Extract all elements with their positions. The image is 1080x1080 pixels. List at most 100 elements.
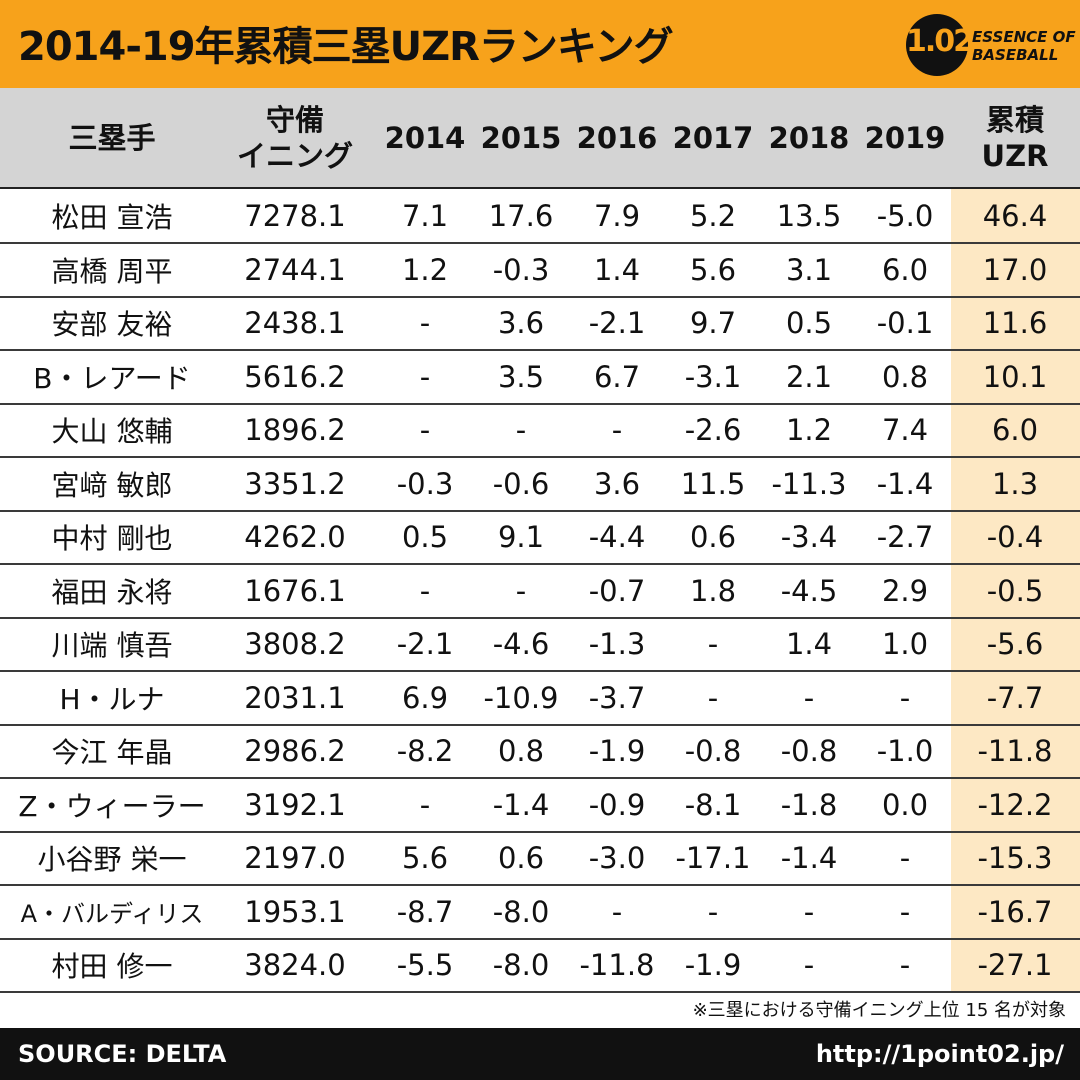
footnote: ※三塁における守備イニング上位 15 名が対象 [692,1000,1066,1021]
uzr-year-cell: -0.1 [876,305,934,340]
uzr-year-cell: 2.1 [785,359,833,394]
uzr-year-cell: - [803,947,815,982]
uzr-year-cell: - [899,894,911,929]
table-header-row: 三塁手 守備 イニング 2014 2015 2016 2017 2018 2019 累積 UZR [0,88,1080,189]
column-header-line1: 2015 [480,120,562,155]
uzr-year-cell: 6.9 [401,680,449,715]
table-row: 川端 慎吾 3808.2 -2.1 -4.6 -1.3 - 1.4 1.0 -5.6 [0,617,1080,672]
column-header-line1: 2014 [384,120,466,155]
uzr-year-cell: 7.1 [401,198,449,233]
uzr-year-cell: 0.6 [497,840,545,875]
uzr-year-cell: - [515,573,527,608]
uzr-year-cell: - [707,680,719,715]
uzr-year-cell: -5.0 [876,198,934,233]
player-name-cell: H・ルナ [59,682,165,716]
uzr-year-cell: -8.0 [492,947,550,982]
uzr-year-cell: -1.3 [588,626,646,661]
uzr-year-cell: 3.6 [497,305,545,340]
table-row: 村田 修一 3824.0 -5.5 -8.0 -11.8 -1.9 - - -27.1 [0,938,1080,993]
cumulative-uzr-cell: -15.3 [977,840,1053,875]
uzr-year-cell: -8.0 [492,894,550,929]
uzr-year-cell: -2.6 [684,412,742,447]
uzr-year-cell: -0.9 [588,787,646,822]
column-header-line2: UZR [981,138,1049,173]
column-header-line1: 2018 [768,120,850,155]
table-row: 大山 悠輔 1896.2 - - - -2.6 1.2 7.4 6.0 [0,403,1080,458]
player-name-cell: 中村 剛也 [51,521,173,555]
player-name-cell: 高橋 周平 [51,254,173,288]
table-row: H・ルナ 2031.1 6.9 -10.9 -3.7 - - - -7.7 [0,671,1080,726]
player-name-cell: B・レアード [33,361,191,395]
uzr-year-cell: -2.1 [396,626,454,661]
logo-number: 1.02 [906,24,974,59]
uzr-year-cell: 9.1 [497,519,545,554]
innings-cell: 3824.0 [244,947,346,982]
innings-cell: 3192.1 [244,787,346,822]
uzr-year-cell: - [515,412,527,447]
table-row: B・レアード 5616.2 - 3.5 6.7 -3.1 2.1 0.8 10.1 [0,350,1080,405]
uzr-year-cell: 7.4 [881,412,929,447]
column-header-line1: 累積 [985,102,1044,137]
table-row: 福田 永将 1676.1 - - -0.7 1.8 -4.5 2.9 -0.5 [0,564,1080,619]
uzr-year-cell: -10.9 [483,680,559,715]
uzr-year-cell: - [611,412,623,447]
uzr-year-cell: - [899,840,911,875]
uzr-year-cell: -1.0 [876,733,934,768]
uzr-year-cell: 5.6 [689,252,737,287]
uzr-year-cell: -0.3 [492,252,550,287]
table-row: 安部 友裕 2438.1 - 3.6 -2.1 9.7 0.5 -0.1 11.6 [0,296,1080,351]
cumulative-uzr-cell: -16.7 [977,894,1053,929]
cumulative-uzr-cell: 11.6 [982,305,1048,340]
uzr-year-cell: 3.5 [497,359,545,394]
uzr-year-cell: -1.8 [780,787,838,822]
uzr-year-cell: - [419,573,431,608]
table-row: 今江 年晶 2986.2 -8.2 0.8 -1.9 -0.8 -0.8 -1.0 -11.8 [0,724,1080,779]
baseball-icon [906,14,968,76]
innings-cell: 5616.2 [244,359,346,394]
source-label: SOURCE: DELTA [18,1040,227,1068]
uzr-year-cell: 7.9 [593,198,641,233]
player-name-cell: 大山 悠輔 [51,414,173,448]
uzr-year-cell: -4.5 [780,573,838,608]
innings-cell: 7278.1 [244,198,346,233]
player-name-cell: 小谷野 栄一 [37,842,187,876]
uzr-year-cell: 6.0 [881,252,929,287]
uzr-year-cell: -4.4 [588,519,646,554]
uzr-year-cell: -0.7 [588,573,646,608]
cumulative-uzr-cell: -0.5 [986,573,1044,608]
page-title: 2014-19年累積三塁UZRランキング [18,24,674,70]
brand-logo: 1.02 ESSENCE OF BASEBALL [906,12,1076,78]
uzr-year-cell: - [419,787,431,822]
cumulative-uzr-cell: 10.1 [982,359,1048,394]
player-name-cell: 松田 宣浩 [51,200,173,234]
uzr-year-cell: 6.7 [593,359,641,394]
uzr-year-cell: 5.6 [401,840,449,875]
uzr-year-cell: -11.3 [771,466,847,501]
player-name-cell: 安部 友裕 [51,307,173,341]
cumulative-uzr-column-highlight [951,189,1080,992]
table-row: 高橋 周平 2744.1 1.2 -0.3 1.4 5.6 3.1 6.0 17.0 [0,243,1080,298]
uzr-year-cell: -2.7 [876,519,934,554]
column-header-line1: 2019 [864,120,946,155]
uzr-year-cell: 0.0 [881,787,929,822]
player-name-cell: 宮﨑 敏郎 [51,468,173,502]
uzr-year-cell: -5.5 [396,947,454,982]
innings-cell: 2197.0 [244,840,346,875]
column-header-6: 2018 [761,88,857,187]
column-header-line2: イニング [236,138,353,173]
innings-cell: 4262.0 [244,519,346,554]
uzr-year-cell: 2.9 [881,573,929,608]
innings-cell: 3351.2 [244,466,346,501]
uzr-year-cell: 0.5 [401,519,449,554]
innings-cell: 1896.2 [244,412,346,447]
column-header-7: 2019 [857,88,953,187]
table-row: 宮﨑 敏郎 3351.2 -0.3 -0.6 3.6 11.5 -11.3 -1.4 1.3 [0,457,1080,512]
uzr-year-cell: -1.4 [876,466,934,501]
uzr-year-cell: - [611,894,623,929]
player-name-cell: 今江 年晶 [51,735,173,769]
innings-cell: 3808.2 [244,626,346,661]
uzr-year-cell: 11.5 [680,466,746,501]
column-header-0: 三塁手 [12,88,212,187]
uzr-year-cell: -17.1 [675,840,751,875]
logo-text-line1: ESSENCE OF [972,28,1076,46]
